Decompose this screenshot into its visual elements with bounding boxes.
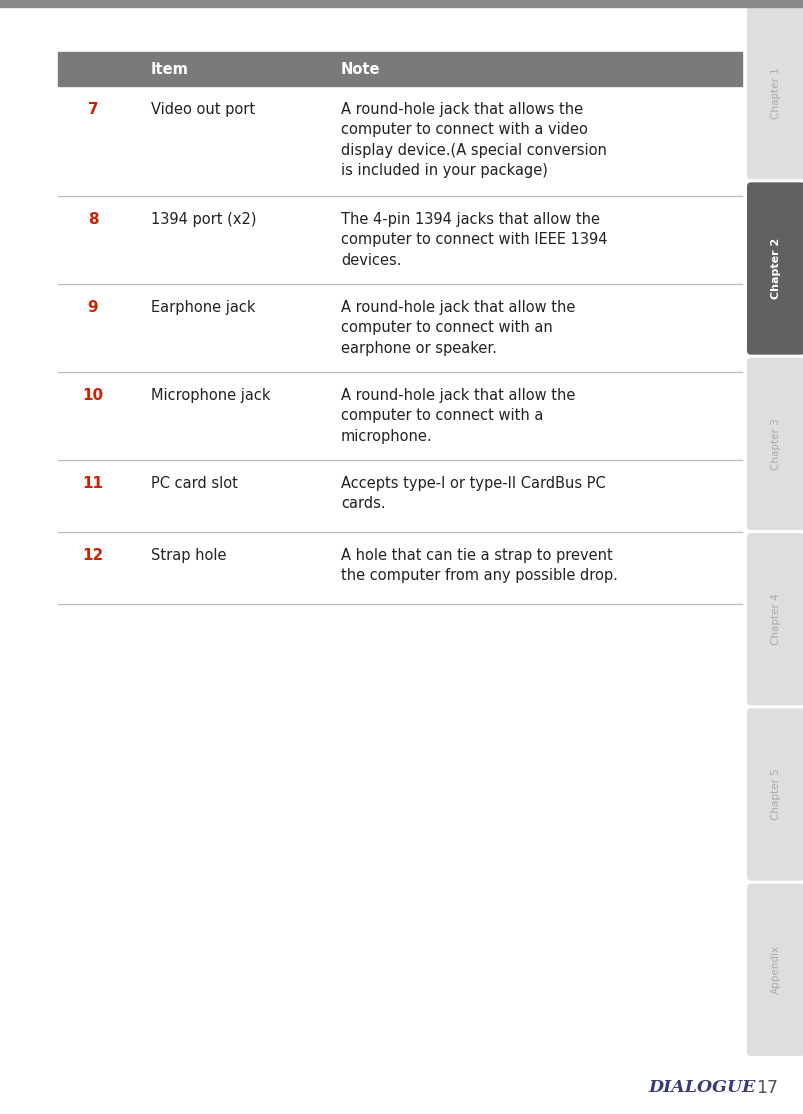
Text: Chapter 2: Chapter 2 xyxy=(770,238,780,300)
Bar xyxy=(58,460,741,532)
Text: A round-hole jack that allows the
computer to connect with a video
display devic: A round-hole jack that allows the comput… xyxy=(340,102,606,178)
Text: 8: 8 xyxy=(88,212,98,227)
Text: 10: 10 xyxy=(83,388,104,403)
Text: Strap hole: Strap hole xyxy=(151,548,226,563)
FancyBboxPatch shape xyxy=(746,883,803,1056)
Text: Chapter 4: Chapter 4 xyxy=(770,594,780,645)
Text: 12: 12 xyxy=(82,548,104,563)
Text: The 4-pin 1394 jacks that allow the
computer to connect with IEEE 1394
devices.: The 4-pin 1394 jacks that allow the comp… xyxy=(340,212,607,267)
Bar xyxy=(58,284,741,372)
Bar xyxy=(58,532,741,604)
Text: 17: 17 xyxy=(755,1079,777,1097)
Text: A round-hole jack that allow the
computer to connect with a
microphone.: A round-hole jack that allow the compute… xyxy=(340,388,575,443)
Bar xyxy=(0,0,803,7)
Text: Earphone jack: Earphone jack xyxy=(151,300,255,315)
Text: Appendix: Appendix xyxy=(770,946,780,995)
FancyBboxPatch shape xyxy=(746,532,803,705)
Text: Microphone jack: Microphone jack xyxy=(151,388,270,403)
Bar xyxy=(58,86,741,196)
Text: Chapter 1: Chapter 1 xyxy=(770,67,780,119)
Text: Note: Note xyxy=(340,61,380,77)
Text: DIALOGUE: DIALOGUE xyxy=(647,1079,755,1096)
Bar xyxy=(58,196,741,284)
Text: Video out port: Video out port xyxy=(151,102,255,117)
Text: Chapter 5: Chapter 5 xyxy=(770,769,780,820)
Bar xyxy=(58,372,741,460)
FancyBboxPatch shape xyxy=(746,7,803,179)
Text: A round-hole jack that allow the
computer to connect with an
earphone or speaker: A round-hole jack that allow the compute… xyxy=(340,300,575,355)
Text: Accepts type-I or type-II CardBus PC
cards.: Accepts type-I or type-II CardBus PC car… xyxy=(340,476,605,511)
FancyBboxPatch shape xyxy=(746,358,803,530)
FancyBboxPatch shape xyxy=(746,709,803,881)
FancyBboxPatch shape xyxy=(746,183,803,354)
Text: A hole that can tie a strap to prevent
the computer from any possible drop.: A hole that can tie a strap to prevent t… xyxy=(340,548,618,584)
Text: 7: 7 xyxy=(88,102,98,117)
Bar xyxy=(58,52,741,86)
Text: 9: 9 xyxy=(88,300,98,315)
Text: PC card slot: PC card slot xyxy=(151,476,238,491)
Text: Chapter 3: Chapter 3 xyxy=(770,418,780,470)
Text: Item: Item xyxy=(151,61,189,77)
Text: 1394 port (x2): 1394 port (x2) xyxy=(151,212,256,227)
Text: 11: 11 xyxy=(83,476,104,491)
